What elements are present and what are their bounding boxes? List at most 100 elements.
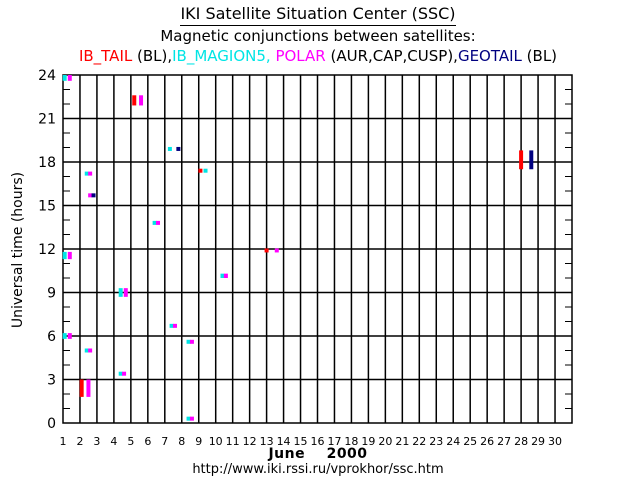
- chart-title-text: IKI Satellite Situation Center (SSC): [180, 4, 456, 26]
- conjunction-mark: [198, 168, 203, 173]
- conjunction-mark: [167, 146, 172, 151]
- x-tick-label: 11: [226, 435, 240, 448]
- x-axis-label: June 2000: [268, 446, 368, 462]
- legend-ib-tail-suffix: (BL),: [132, 47, 173, 65]
- grid: [62, 74, 573, 424]
- y-tick-label: 3: [47, 373, 56, 389]
- x-tick-label: 8: [178, 435, 185, 448]
- y-tick-label: 9: [47, 286, 56, 302]
- x-tick-label: 13: [260, 435, 274, 448]
- conjunction-mark: [176, 146, 181, 151]
- x-tick-label: 25: [463, 435, 477, 448]
- conjunction-mark: [88, 193, 93, 198]
- x-tick-label: 6: [144, 435, 151, 448]
- y-tick-label: 0: [47, 416, 56, 432]
- conjunction-mark: [223, 273, 228, 278]
- conjunction-mark: [132, 95, 137, 106]
- x-tick-label: 30: [548, 435, 562, 448]
- x-tick-label: 7: [161, 435, 168, 448]
- legend-ib-magion5: IB_MAGION5,: [172, 47, 271, 65]
- x-tick-label: 3: [93, 435, 100, 448]
- legend-polar-suffix: (AUR,CAP,CUSP),: [325, 47, 458, 65]
- conjunction-mark: [62, 251, 67, 260]
- conjunction-mark: [118, 288, 123, 297]
- y-tick-label: 18: [38, 155, 56, 171]
- x-tick-label: 9: [195, 435, 202, 448]
- data-marks: [62, 75, 534, 421]
- conjunction-mark: [84, 171, 89, 176]
- series-ib_magion5: [62, 75, 225, 421]
- conjunction-mark: [91, 193, 96, 198]
- x-tick-label: 28: [514, 435, 528, 448]
- conjunction-mark: [118, 371, 123, 376]
- conjunction-mark: [79, 379, 84, 397]
- conjunction-mark: [189, 339, 194, 344]
- series-polar: [67, 75, 279, 421]
- conjunction-mark: [86, 379, 91, 397]
- x-tick-label: 1: [60, 435, 67, 448]
- conjunction-mark: [156, 220, 161, 225]
- series-geotail: [91, 146, 534, 198]
- x-tick-label: 17: [327, 435, 341, 448]
- x-tick-label: 12: [243, 435, 257, 448]
- conjunction-mark: [203, 168, 208, 173]
- conjunction-mark: [169, 323, 174, 328]
- legend-ib-tail: IB_TAIL: [78, 47, 133, 65]
- y-tick-labels: 0 3 6 9 12 15 18 21 24: [38, 68, 56, 432]
- conjunction-mark: [172, 323, 177, 328]
- conjunction-mark: [220, 273, 225, 278]
- conjunction-mark: [62, 333, 67, 339]
- legend: IB_TAIL (BL),IB_MAGION5, POLAR (AUR,CAP,…: [0, 47, 636, 65]
- chart-title: IKI Satellite Situation Center (SSC): [0, 4, 636, 26]
- footer-url: http://www.iki.rssi.ru/vprokhor/ssc.htm: [192, 462, 444, 477]
- x-tick-label: 18: [344, 435, 358, 448]
- x-tick-label: 4: [110, 435, 117, 448]
- x-tick-label: 20: [378, 435, 392, 448]
- conjunction-mark: [67, 75, 72, 81]
- x-tick-labels: 1 2 3 4 5 6 7 8 9 10 11 12 13 14 15 16 17 18 19 20 21 22 23 24 2…: [60, 435, 563, 448]
- x-tick-label: 15: [294, 435, 308, 448]
- x-tick-label: 23: [429, 435, 443, 448]
- x-tick-label: 27: [497, 435, 511, 448]
- legend-geotail: GEOTAIL: [457, 47, 522, 65]
- y-axis-label: Universal time (hours): [10, 172, 26, 328]
- chart-subtitle: Magnetic conjunctions between satellites…: [160, 27, 476, 45]
- legend-geotail-suffix: (BL): [521, 47, 558, 65]
- conjunction-mark: [529, 150, 534, 170]
- x-tick-label: 16: [311, 435, 325, 448]
- conjunction-mark: [139, 95, 144, 106]
- conjunction-mark: [84, 348, 89, 353]
- conjunction-mark: [88, 171, 93, 176]
- conjunction-mark: [274, 248, 279, 253]
- x-tick-label: 2: [76, 435, 83, 448]
- conjunction-mark: [186, 339, 191, 344]
- conjunction-mark: [122, 371, 127, 376]
- conjunction-mark: [88, 348, 93, 353]
- conjunction-mark: [152, 220, 157, 225]
- conjunction-mark: [264, 248, 269, 253]
- x-tick-label: 19: [361, 435, 375, 448]
- conjunction-mark: [67, 333, 72, 339]
- conjunction-mark: [186, 416, 191, 421]
- conjunction-mark: [67, 251, 72, 260]
- conjunction-mark: [123, 288, 128, 297]
- y-tick-label: 24: [38, 68, 56, 84]
- x-tick-label: 14: [277, 435, 291, 448]
- series-ib_tail: [79, 95, 524, 397]
- x-tick-label: 21: [395, 435, 409, 448]
- x-tick-label: 5: [127, 435, 134, 448]
- y-tick-label: 12: [38, 242, 56, 258]
- y-tick-label: 21: [38, 112, 56, 128]
- legend-polar: POLAR: [275, 47, 326, 65]
- x-tick-label: 29: [531, 435, 545, 448]
- conjunction-mark: [519, 150, 524, 170]
- x-tick-label: 10: [209, 435, 223, 448]
- conjunction-mark: [189, 416, 194, 421]
- y-tick-label: 15: [38, 199, 56, 215]
- y-tick-label: 6: [47, 329, 56, 345]
- x-tick-label: 22: [412, 435, 426, 448]
- conjunction-mark: [62, 75, 67, 81]
- x-tick-label: 26: [480, 435, 494, 448]
- x-tick-label: 24: [446, 435, 460, 448]
